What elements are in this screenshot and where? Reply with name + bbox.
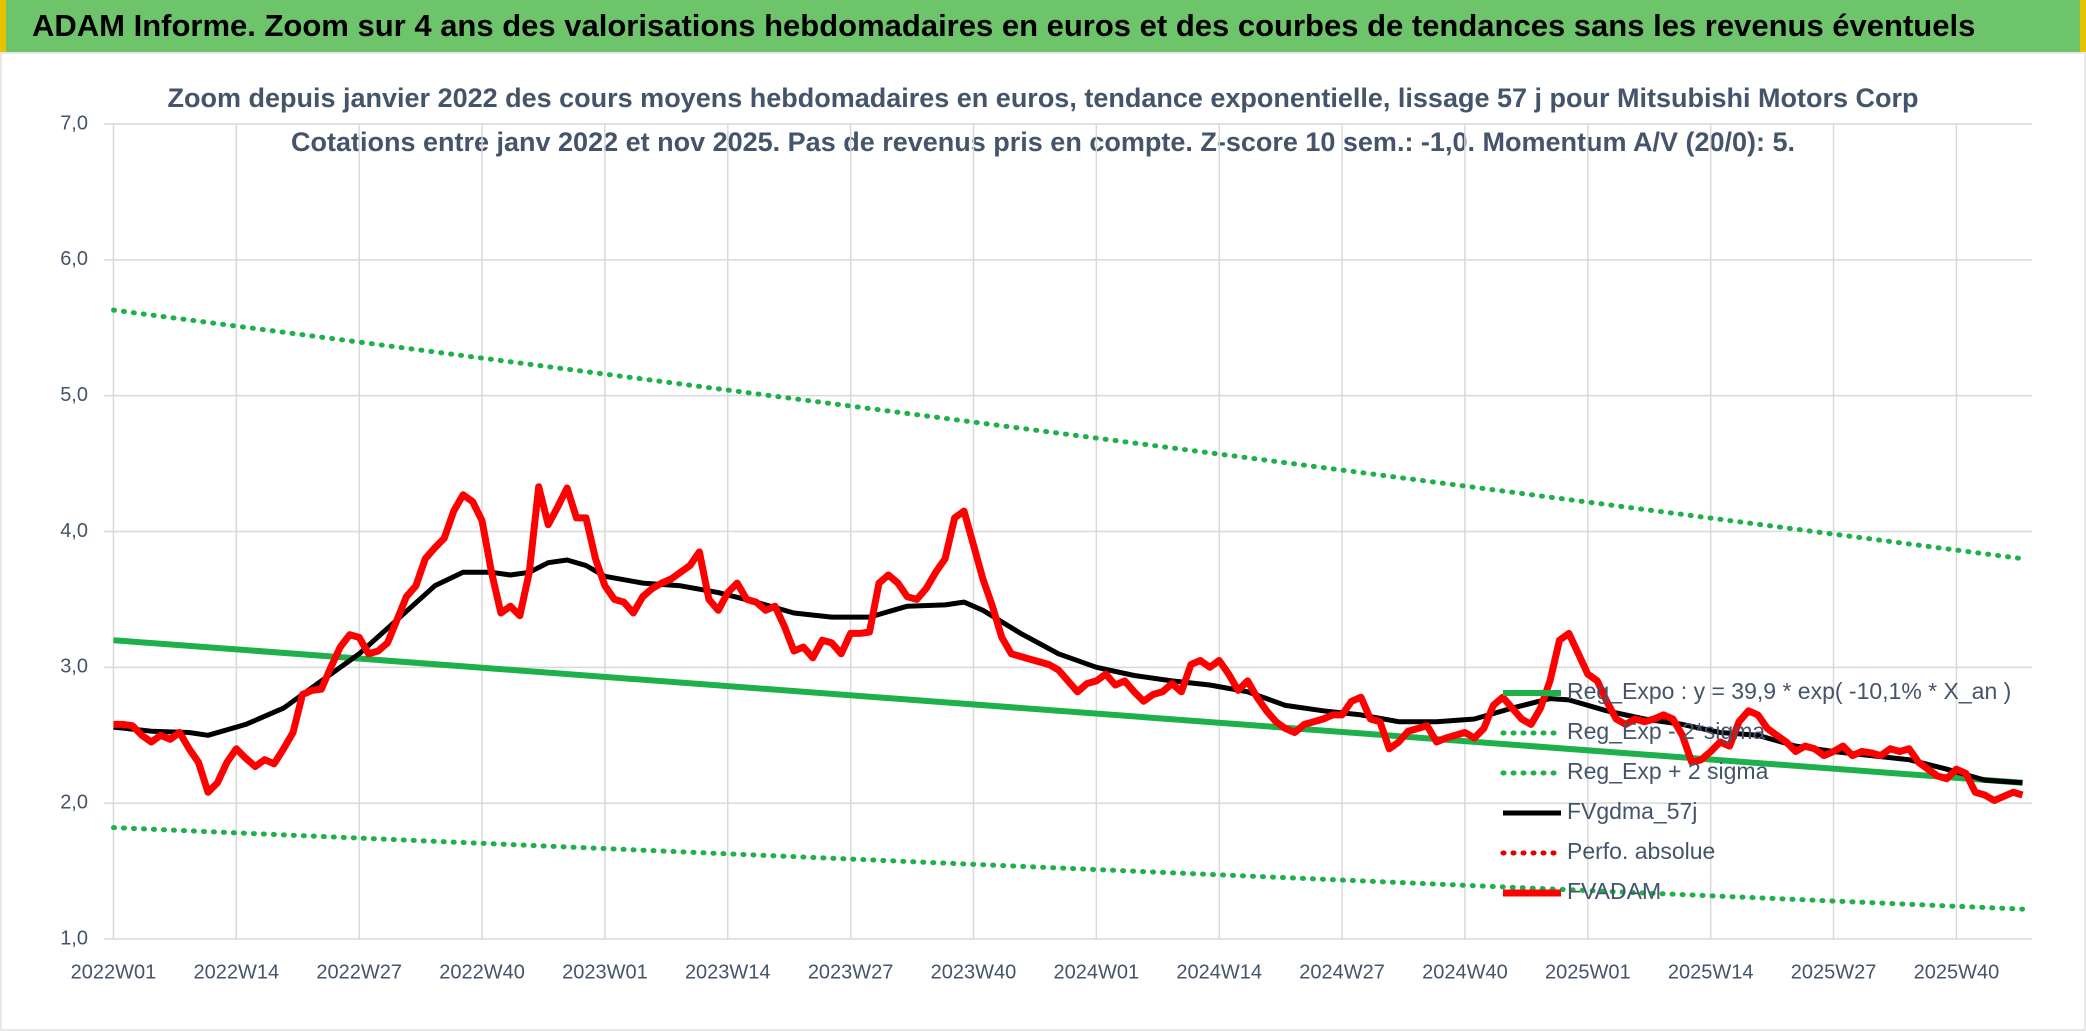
y-tick-label: 6,0 (60, 248, 88, 270)
x-tick-label: 2025W40 (1914, 961, 2000, 983)
series-line (113, 483, 2024, 804)
x-tick-label: 2024W14 (1176, 961, 1262, 983)
series-line (111, 825, 2025, 912)
x-tick-label: 2024W40 (1422, 961, 1508, 983)
x-tick-label: 2022W27 (316, 961, 402, 983)
x-tick-label: 2022W40 (439, 961, 525, 983)
x-tick-label: 2025W27 (1791, 961, 1877, 983)
legend-label: FVADAM (1567, 878, 1661, 904)
x-tick-label: 2023W40 (931, 961, 1017, 983)
series-line (113, 557, 2023, 786)
x-tick-label: 2023W27 (808, 961, 894, 983)
chart-subtitle: Cotations entre janv 2022 et nov 2025. P… (291, 127, 1795, 157)
x-tick-label: 2023W14 (685, 961, 771, 983)
x-tick-label: 2025W01 (1545, 961, 1631, 983)
legend-label: FVgdma_57j (1567, 798, 1697, 824)
legend-label: Perfo. absolue (1567, 838, 1715, 864)
x-tick-label: 2024W01 (1054, 961, 1140, 983)
chart-frame (0, 52, 2086, 1031)
x-tick-label: 2022W14 (194, 961, 280, 983)
legend-label: Reg_Exp + 2 sigma (1567, 758, 1769, 784)
y-tick-label: 1,0 (60, 927, 88, 949)
x-tick-label: 2022W01 (71, 961, 157, 983)
y-tick-label: 4,0 (60, 520, 88, 542)
chart-title: Zoom depuis janvier 2022 des cours moyen… (168, 83, 1919, 113)
legend-label: Reg_Expo : y = 39,9 * exp( -10,1% * X_an… (1567, 678, 2011, 704)
y-tick-label: 7,0 (60, 112, 88, 134)
x-tick-label: 2025W14 (1668, 961, 1754, 983)
y-tick-label: 2,0 (60, 791, 88, 813)
x-tick-label: 2024W27 (1299, 961, 1385, 983)
y-tick-label: 3,0 (60, 656, 88, 678)
chart: Zoom depuis janvier 2022 des cours moyen… (0, 52, 2086, 1031)
y-tick-label: 5,0 (60, 384, 88, 406)
series-line (111, 307, 2025, 562)
x-tick-label: 2023W01 (562, 961, 648, 983)
banner: ADAM Informe. Zoom sur 4 ans des valoris… (0, 0, 2086, 52)
legend-label: Reg_Exp - 2*sigma (1567, 718, 1765, 744)
banner-title: ADAM Informe. Zoom sur 4 ans des valoris… (32, 8, 1976, 43)
